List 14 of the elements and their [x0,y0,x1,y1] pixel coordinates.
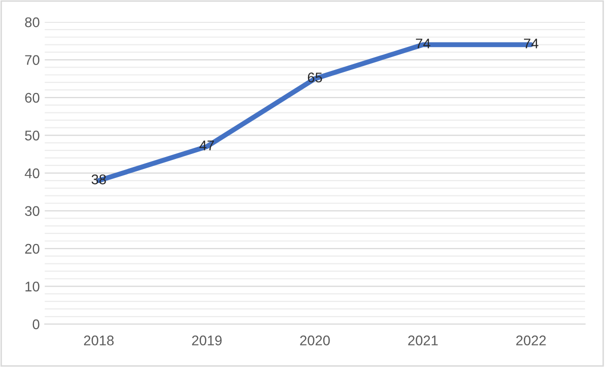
x-tick-label: 2020 [300,336,330,346]
x-tick-label: 2022 [516,336,546,346]
x-tick-label: 2021 [408,336,438,346]
y-tick-label: 70 [25,55,40,65]
y-tick-label: 0 [32,319,40,330]
y-tick-label: 10 [26,282,40,292]
x-tick-label: 2019 [192,336,222,346]
y-tick-label: 60 [25,92,40,103]
y-tick-label: 40 [24,168,40,178]
y-tick-label: 80 [25,17,40,28]
y-tick-label: 20 [25,244,40,254]
y-tick-label: 50 [25,130,40,140]
x-tick-label: 2018 [84,336,114,346]
y-tick-label: 30 [24,206,40,216]
